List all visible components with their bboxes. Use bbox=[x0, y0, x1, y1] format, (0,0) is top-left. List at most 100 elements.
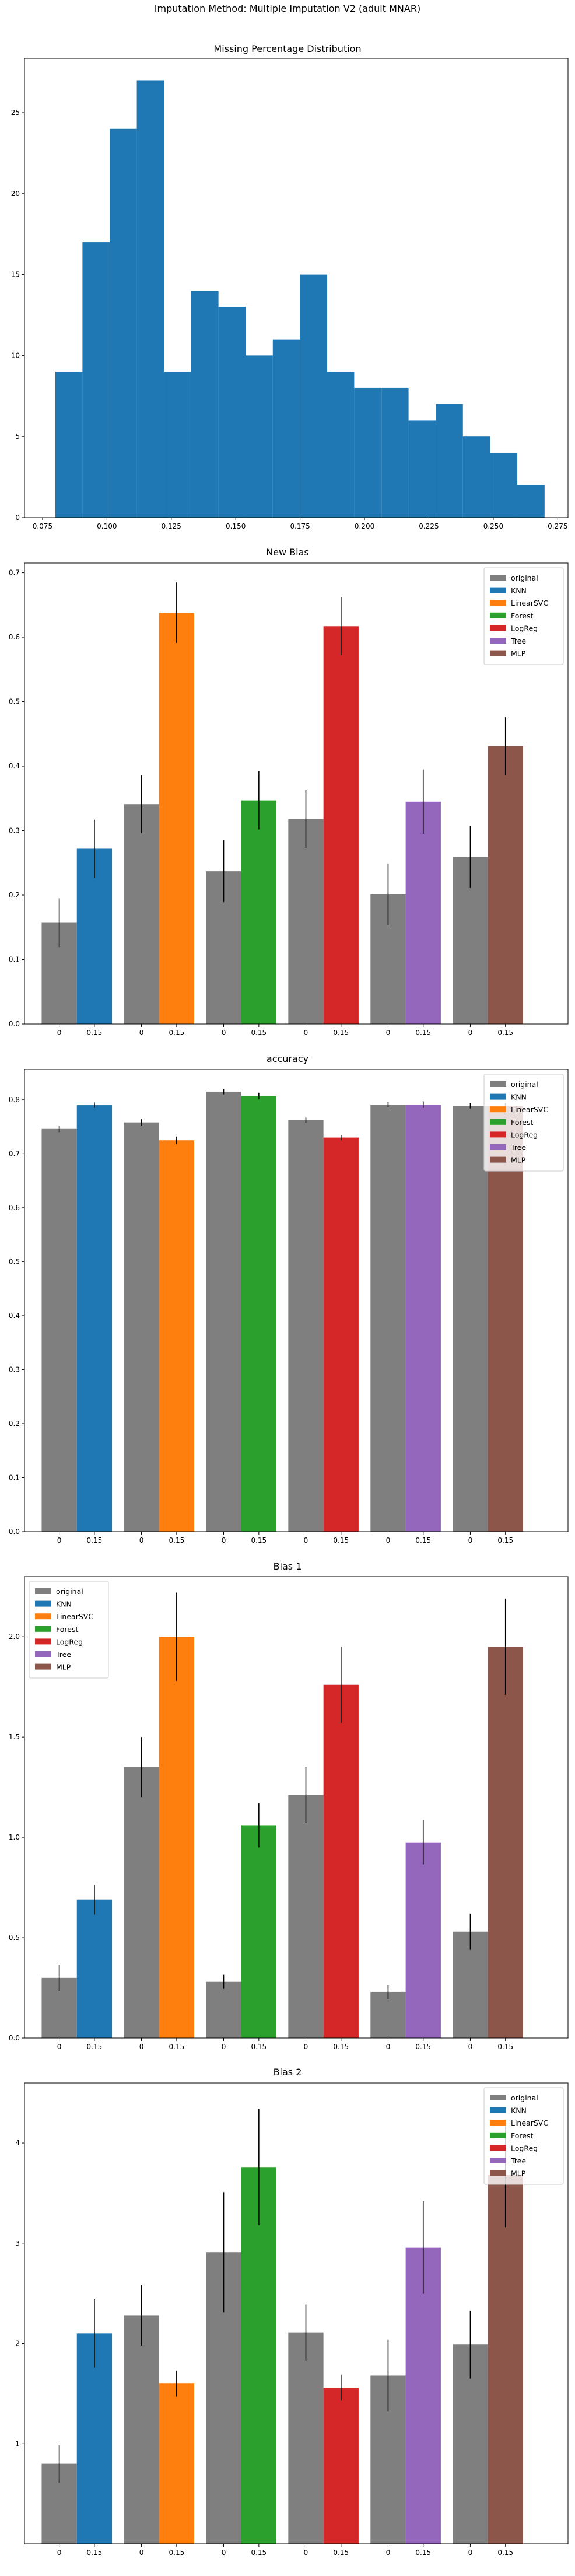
histogram-bar bbox=[517, 485, 545, 518]
legend-label-forest: Forest bbox=[511, 2131, 533, 2140]
legend-swatch-mlp bbox=[490, 650, 506, 656]
legend-label-mlp: MLP bbox=[511, 1156, 526, 1165]
bar-original bbox=[124, 804, 159, 1024]
y-tick-label: 0.0 bbox=[9, 1528, 20, 1536]
bar-forest bbox=[241, 1096, 276, 1532]
histogram-bar bbox=[327, 372, 355, 518]
y-tick-label: 0.4 bbox=[9, 1312, 20, 1320]
legend-swatch-tree bbox=[490, 638, 506, 644]
x-tick-label: 0.175 bbox=[290, 522, 310, 530]
x-tick-label: 0.15 bbox=[333, 2043, 349, 2051]
accuracy-title: accuracy bbox=[267, 1053, 308, 1064]
bar-logreg bbox=[323, 626, 359, 1024]
bar-original bbox=[453, 1105, 488, 1532]
legend-label-logreg: LogReg bbox=[511, 1130, 538, 1139]
bar-original bbox=[124, 2315, 159, 2544]
bar-original bbox=[288, 2332, 324, 2544]
accuracy-plot-area: 0 0.15 0 0.15 0 0.15 0 0.15 0 0.15 0 0.15 0.0 0.1 0.2 0… bbox=[9, 1069, 569, 1544]
y-tick-label: 3 bbox=[15, 2239, 20, 2248]
x-tick-label: 0 bbox=[304, 1029, 308, 1037]
x-tick-label: 0 bbox=[139, 2043, 144, 2051]
y-tick-label: 20 bbox=[11, 190, 20, 198]
x-tick-label: 0.15 bbox=[169, 2549, 185, 2557]
legend-swatch-logreg bbox=[490, 1131, 506, 1138]
new-bias-plot-area: 0 0.15 0 0.15 0 0.15 0 0.15 0 0.15 0 0.15 0.0 0.1 0.2 0… bbox=[9, 562, 569, 1037]
y-tick-label: 1 bbox=[15, 2439, 20, 2448]
legend-label-logreg: LogReg bbox=[511, 2144, 538, 2152]
x-tick-label: 0.15 bbox=[87, 2043, 103, 2051]
legend-swatch-linearsvc bbox=[490, 600, 506, 606]
bias-2-plot-area: 0 0.15 0 0.15 0 0.15 0 0.15 0 0.15 0 0.15 1 2 3 4 origin… bbox=[15, 2082, 569, 2557]
bar-knn bbox=[76, 1899, 113, 2038]
x-tick-label: 0.125 bbox=[162, 522, 181, 530]
x-tick-label: 0 bbox=[468, 1029, 473, 1037]
plot-frame bbox=[24, 2082, 569, 2544]
legend-label-mlp: MLP bbox=[511, 649, 526, 658]
y-tick-label: 0.8 bbox=[9, 1096, 20, 1104]
legend-label-tree: Tree bbox=[55, 1650, 71, 1659]
x-tick-label: 0.100 bbox=[97, 522, 117, 530]
legend-swatch-linearsvc bbox=[490, 2120, 506, 2126]
legend-label-original: original bbox=[511, 1080, 538, 1089]
bar-tree bbox=[405, 801, 441, 1024]
x-tick-label: 0.15 bbox=[251, 1029, 267, 1037]
histogram-bar bbox=[164, 372, 191, 518]
y-tick-label: 0.1 bbox=[9, 1473, 20, 1481]
plot-frame bbox=[24, 1069, 569, 1532]
histogram-bar bbox=[82, 242, 110, 518]
legend-label-knn: KNN bbox=[511, 586, 527, 595]
x-tick-label: 0 bbox=[304, 2549, 308, 2557]
histogram-bar bbox=[191, 291, 219, 518]
y-tick-label: 0.6 bbox=[9, 633, 20, 641]
bar-forest bbox=[241, 1825, 276, 2038]
legend-label-linearsvc: LinearSVC bbox=[56, 1612, 93, 1621]
bar-knn bbox=[76, 1105, 113, 1532]
histogram-bar bbox=[436, 404, 463, 518]
bias-1-title: Bias 1 bbox=[274, 1561, 302, 1572]
bar-forest bbox=[241, 800, 276, 1024]
legend-swatch-forest bbox=[490, 2132, 506, 2138]
histogram-plot-area: 0.075 0.100 0.125 0.150 0.175 0.200 0.225 0.250… bbox=[11, 58, 569, 530]
bar-original bbox=[124, 1767, 159, 2038]
x-tick-label: 0.15 bbox=[333, 1029, 349, 1037]
bar-mlp bbox=[488, 2175, 523, 2544]
legend-label-linearsvc: LinearSVC bbox=[511, 2119, 548, 2127]
x-tick-label: 0.15 bbox=[87, 2549, 103, 2557]
bar-tree bbox=[405, 1842, 441, 2038]
legend-label-original: original bbox=[56, 1587, 83, 1596]
y-tick-label: 0.3 bbox=[9, 1365, 20, 1373]
x-tick-label: 0.150 bbox=[226, 522, 246, 530]
y-tick-label: 10 bbox=[11, 351, 20, 359]
y-tick-label: 0.5 bbox=[9, 1934, 20, 1942]
bar-original bbox=[370, 1105, 406, 1532]
legend-label-forest: Forest bbox=[511, 611, 533, 620]
bias-1-panel: Bias 1 0 0.15 0 0.15 0 0.15 0 0.15 0 0.15 0 0.15 0.0… bbox=[9, 1561, 569, 2051]
x-tick-label: 0.15 bbox=[333, 2549, 349, 2557]
legend-swatch-forest bbox=[490, 612, 506, 618]
y-tick-label: 0.5 bbox=[9, 1257, 20, 1266]
bar-original bbox=[206, 1091, 241, 1532]
bar-tree bbox=[405, 1105, 441, 1532]
x-tick-label: 0 bbox=[57, 1029, 62, 1037]
histogram-bar bbox=[408, 420, 436, 518]
bar-linearsvc bbox=[159, 2383, 195, 2544]
histogram-bar bbox=[272, 339, 300, 518]
legend-swatch-mlp bbox=[490, 2170, 506, 2176]
legend-swatch-knn bbox=[490, 1093, 506, 1100]
bar-linearsvc bbox=[159, 1140, 195, 1532]
y-tick-label: 0.1 bbox=[9, 956, 20, 964]
legend-swatch-original bbox=[35, 1588, 51, 1594]
plot-frame bbox=[24, 1576, 569, 2039]
legend-label-knn: KNN bbox=[56, 1600, 72, 1609]
legend-swatch-linearsvc bbox=[490, 1106, 506, 1113]
legend-label-tree: Tree bbox=[510, 1143, 526, 1152]
bar-linearsvc bbox=[159, 1637, 195, 2038]
histogram-bar bbox=[354, 387, 382, 518]
bar-linearsvc bbox=[159, 613, 195, 1024]
legend-swatch-linearsvc bbox=[35, 1613, 51, 1620]
plot-frame bbox=[24, 58, 569, 518]
bar-original bbox=[288, 1120, 324, 1532]
legend-swatch-tree bbox=[490, 2158, 506, 2163]
y-tick-label: 0.5 bbox=[9, 698, 20, 706]
